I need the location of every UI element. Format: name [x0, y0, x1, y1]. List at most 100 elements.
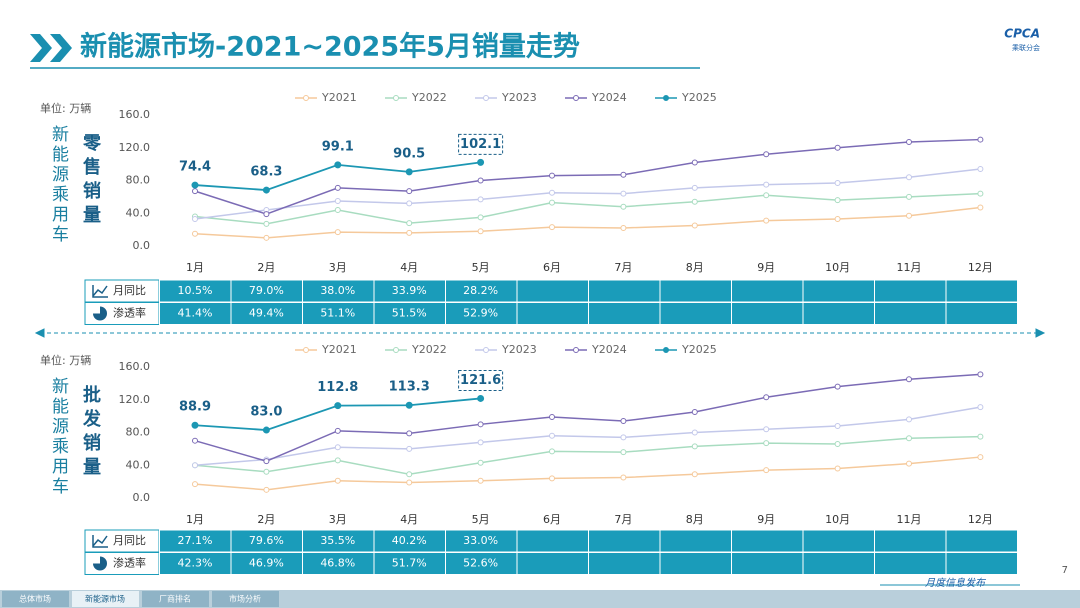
trend-icon — [92, 535, 108, 548]
unit-label: 单位: 万辆 — [40, 353, 91, 367]
data-point — [691, 184, 698, 191]
series-line — [194, 192, 981, 225]
series-line — [194, 456, 981, 491]
legend-marker — [573, 347, 579, 353]
x-tick-label: 5月 — [472, 513, 490, 526]
cell-value: 27.1% — [178, 534, 213, 547]
data-point — [477, 477, 484, 484]
data-point — [763, 217, 770, 224]
data-point — [977, 454, 984, 461]
data-point — [620, 171, 627, 178]
data-point — [406, 188, 413, 195]
y-tick-label: 120.0 — [119, 393, 151, 406]
table-cell — [945, 552, 1018, 575]
legend-label: Y2022 — [411, 91, 447, 104]
data-point — [405, 168, 413, 176]
x-tick-label: 6月 — [543, 261, 561, 274]
legend-marker — [303, 347, 309, 353]
data-point — [192, 188, 198, 195]
x-tick-label: 4月 — [400, 513, 418, 526]
x-tick-label: 11月 — [897, 261, 922, 274]
table-cell — [731, 279, 804, 303]
data-point — [906, 416, 912, 423]
title-icon — [30, 34, 72, 62]
y-tick-label: 0.0 — [133, 239, 151, 252]
legend-label: Y2023 — [501, 343, 537, 356]
data-point — [549, 448, 555, 455]
footer-tab[interactable] — [142, 591, 209, 607]
footer-tab[interactable] — [72, 591, 139, 607]
x-tick-label: 8月 — [686, 261, 704, 274]
data-label: 102.1 — [460, 137, 501, 152]
trend-icon — [92, 285, 108, 298]
row-label: 渗透率 — [113, 556, 146, 570]
data-point — [405, 401, 413, 409]
series-line — [194, 206, 981, 239]
table-cell — [588, 279, 661, 303]
table-cell — [945, 529, 1018, 553]
legend-marker — [483, 347, 489, 353]
series-line — [194, 168, 981, 220]
tagline: 月度信息发布 — [925, 577, 987, 589]
table-cell — [731, 302, 804, 325]
legend-marker — [663, 95, 669, 101]
table-cell — [588, 302, 661, 325]
table-cell — [731, 552, 804, 575]
y-tick-label: 40.0 — [126, 206, 151, 219]
data-point — [477, 228, 484, 235]
data-point — [406, 471, 413, 478]
data-point — [406, 229, 413, 236]
data-label: 90.5 — [393, 146, 425, 161]
data-point — [691, 409, 698, 416]
data-point — [906, 460, 912, 467]
data-point — [192, 215, 198, 222]
x-tick-label: 1月 — [186, 513, 204, 526]
data-point — [477, 421, 484, 428]
y-tick-label: 40.0 — [126, 458, 151, 471]
legend-label: Y2021 — [321, 91, 357, 104]
footer-tab[interactable] — [2, 591, 69, 607]
data-point — [977, 371, 984, 378]
table-cell — [802, 529, 875, 553]
data-point — [549, 413, 555, 420]
table-cell — [659, 302, 732, 325]
data-point — [834, 144, 841, 151]
x-tick-label: 12月 — [968, 261, 993, 274]
data-point — [763, 394, 770, 401]
table-cell — [731, 529, 804, 553]
cell-value: 35.5% — [320, 534, 355, 547]
data-point — [620, 224, 627, 231]
data-point — [763, 151, 770, 158]
data-point — [263, 468, 270, 475]
data-point — [977, 136, 984, 143]
data-point — [334, 427, 341, 434]
data-point — [834, 422, 841, 429]
x-tick-label: 11月 — [897, 513, 922, 526]
data-label: 113.3 — [389, 380, 430, 395]
footer-tab-label: 市场分析 — [229, 594, 261, 604]
data-point — [262, 426, 270, 434]
legend-label: Y2025 — [681, 91, 717, 104]
row-label: 渗透率 — [113, 306, 146, 320]
data-label: 112.8 — [317, 380, 358, 395]
cell-value: 51.1% — [320, 307, 355, 320]
cell-value: 40.2% — [392, 534, 427, 547]
data-point — [834, 215, 841, 222]
y-axis-label: 零售销量 — [80, 133, 101, 229]
x-tick-label: 9月 — [757, 513, 775, 526]
table-cell — [874, 529, 947, 553]
cell-value: 52.6% — [463, 557, 498, 570]
table-cell — [588, 552, 661, 575]
table-cell — [874, 552, 947, 575]
footer-tab[interactable] — [212, 591, 279, 607]
data-point — [906, 212, 912, 219]
x-tick-label: 3月 — [329, 513, 347, 526]
x-tick-label: 2月 — [257, 513, 275, 526]
data-point — [406, 479, 413, 486]
table-cell — [659, 279, 732, 303]
data-label: 99.1 — [322, 139, 354, 154]
data-label: 121.6 — [460, 373, 501, 388]
data-point — [477, 214, 484, 221]
data-point — [763, 440, 770, 447]
data-point — [406, 220, 413, 227]
